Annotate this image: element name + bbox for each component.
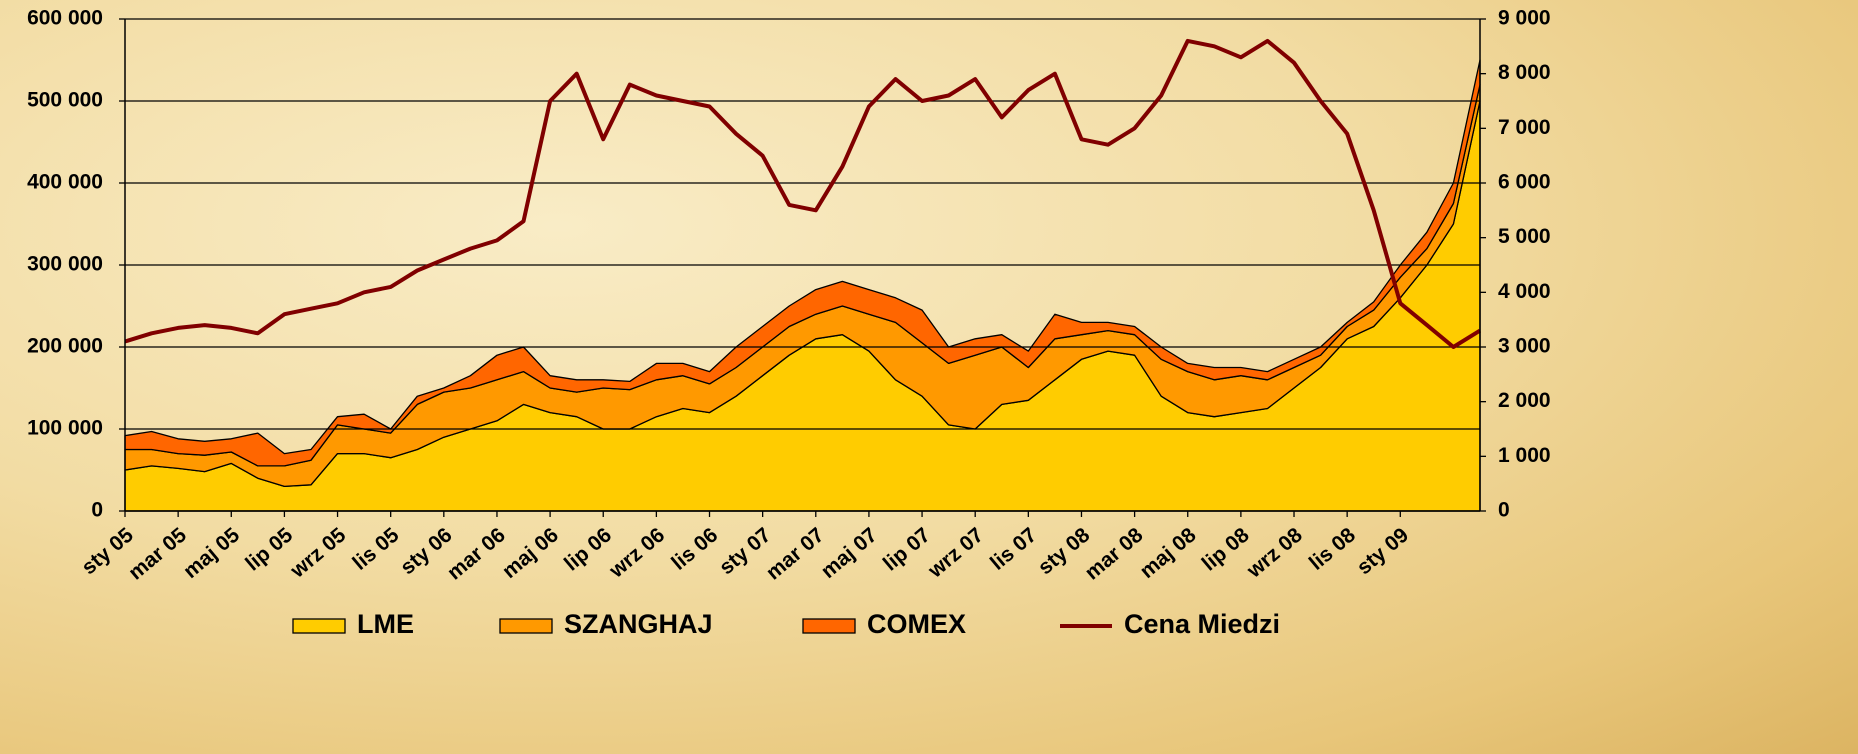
x-tick-label: wrz 06 xyxy=(604,523,669,583)
legend-label: COMEX xyxy=(867,609,966,639)
legend-label: Cena Miedzi xyxy=(1124,609,1280,639)
y2-tick-label: 9 000 xyxy=(1498,7,1551,30)
y-tick-label: 500 000 xyxy=(27,89,103,112)
x-tick-label: lis 06 xyxy=(667,523,722,574)
x-tick-label: wrz 07 xyxy=(923,523,988,583)
y-tick-label: 100 000 xyxy=(27,417,103,440)
y2-tick-label: 8 000 xyxy=(1498,61,1551,84)
x-tick-label: wrz 08 xyxy=(1242,523,1307,583)
legend-swatch xyxy=(802,618,856,634)
y2-tick-label: 0 xyxy=(1498,499,1510,522)
x-tick-label: lis 07 xyxy=(986,523,1041,574)
y-tick-label: 400 000 xyxy=(27,171,103,194)
y-tick-label: 0 xyxy=(91,499,103,522)
x-tick-label: maj 08 xyxy=(1136,523,1201,583)
y2-tick-label: 4 000 xyxy=(1498,280,1551,303)
y-tick-label: 300 000 xyxy=(27,253,103,276)
legend-swatch xyxy=(292,618,346,634)
y-tick-label: 200 000 xyxy=(27,335,103,358)
y-tick-label: 600 000 xyxy=(27,7,103,30)
x-tick-label: maj 07 xyxy=(817,523,882,583)
x-tick-label: mar 05 xyxy=(124,523,191,584)
x-tick-label: wrz 05 xyxy=(286,523,351,583)
x-tick-label: maj 05 xyxy=(179,523,244,583)
x-tick-label: lis 08 xyxy=(1305,523,1360,575)
y2-tick-label: 3 000 xyxy=(1498,335,1551,358)
legend-label: SZANGHAJ xyxy=(564,609,713,639)
y2-tick-label: 2 000 xyxy=(1498,389,1551,412)
x-tick-label: mar 06 xyxy=(443,523,510,584)
x-tick-label: mar 07 xyxy=(762,523,829,584)
x-tick-label: maj 06 xyxy=(498,523,563,583)
y2-tick-label: 6 000 xyxy=(1498,171,1551,194)
x-tick-label: mar 08 xyxy=(1081,523,1148,584)
y2-tick-label: 5 000 xyxy=(1498,225,1551,248)
legend-label: LME xyxy=(357,609,414,639)
price-line xyxy=(124,38,1482,349)
legend-swatch xyxy=(499,618,553,634)
y2-tick-label: 7 000 xyxy=(1498,116,1551,139)
y2-tick-label: 1 000 xyxy=(1498,444,1551,467)
x-tick-label: sty 09 xyxy=(1353,523,1413,579)
x-tick-label: lis 05 xyxy=(348,523,403,575)
